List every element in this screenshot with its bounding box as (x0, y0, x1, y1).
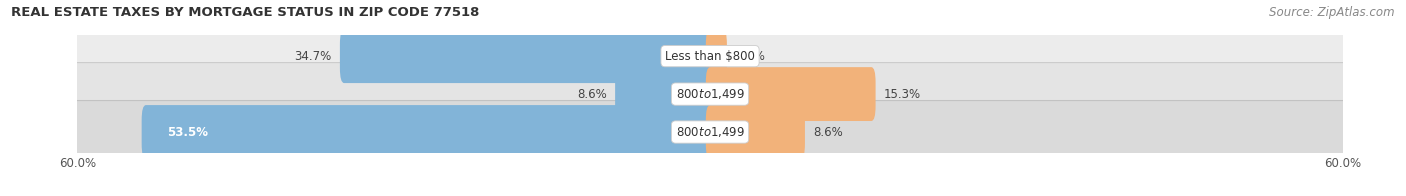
FancyBboxPatch shape (616, 67, 714, 121)
FancyBboxPatch shape (706, 29, 727, 83)
Text: 15.3%: 15.3% (884, 88, 921, 101)
Text: $800 to $1,499: $800 to $1,499 (675, 125, 745, 139)
Text: $800 to $1,499: $800 to $1,499 (675, 87, 745, 101)
Text: 1.2%: 1.2% (735, 50, 765, 63)
Text: 53.5%: 53.5% (167, 125, 208, 139)
FancyBboxPatch shape (58, 63, 1362, 126)
Text: 34.7%: 34.7% (294, 50, 332, 63)
Text: Less than $800: Less than $800 (665, 50, 755, 63)
FancyBboxPatch shape (706, 105, 806, 159)
FancyBboxPatch shape (142, 105, 714, 159)
FancyBboxPatch shape (58, 101, 1362, 163)
Text: REAL ESTATE TAXES BY MORTGAGE STATUS IN ZIP CODE 77518: REAL ESTATE TAXES BY MORTGAGE STATUS IN … (11, 6, 479, 19)
Text: Source: ZipAtlas.com: Source: ZipAtlas.com (1270, 6, 1395, 19)
FancyBboxPatch shape (706, 67, 876, 121)
FancyBboxPatch shape (340, 29, 714, 83)
Text: 8.6%: 8.6% (814, 125, 844, 139)
FancyBboxPatch shape (58, 25, 1362, 88)
Text: 8.6%: 8.6% (576, 88, 607, 101)
